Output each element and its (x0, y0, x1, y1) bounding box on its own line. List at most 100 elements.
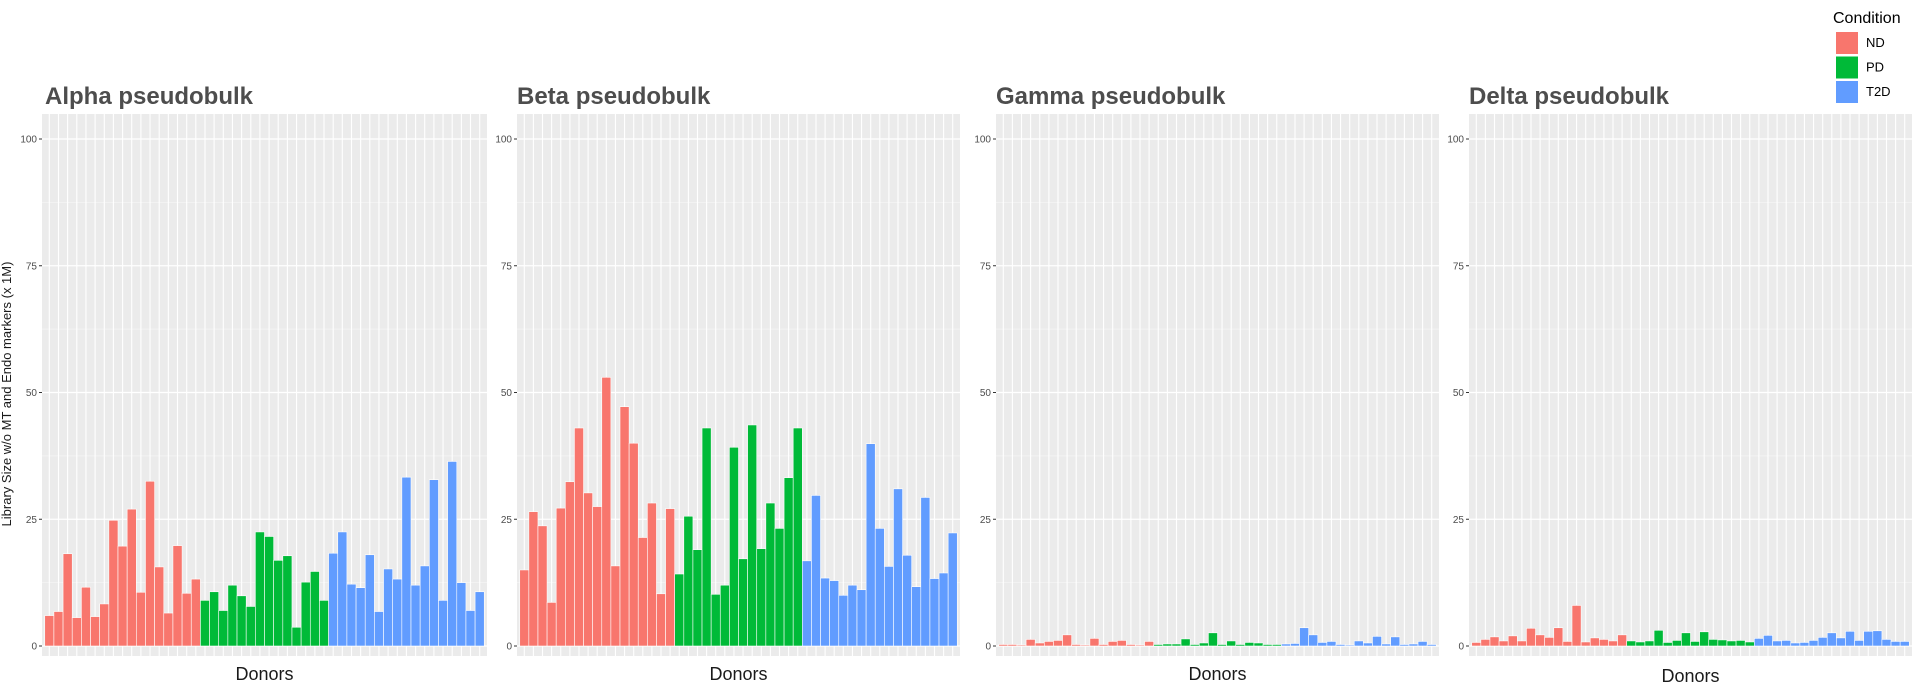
legend-items: ND PD T2D (1836, 32, 1891, 103)
bar-t2d (392, 578, 403, 647)
bar-t2d (802, 560, 812, 647)
bar-nd (1617, 634, 1627, 647)
bar-nd (154, 566, 165, 647)
y-tick-label: 25 (1453, 515, 1465, 526)
bar-t2d (893, 488, 903, 647)
bar-nd (1144, 641, 1154, 647)
bar-pd (255, 531, 265, 647)
bar-pd (1189, 644, 1200, 647)
bar-t2d (383, 568, 393, 647)
bar-t2d (1881, 639, 1892, 647)
y-tick-label: 25 (501, 515, 513, 526)
bar-pd (783, 477, 794, 647)
bar-pd (1744, 641, 1755, 647)
bar-pd (1235, 644, 1246, 647)
bar-pd (282, 555, 293, 647)
x-axis-label: Donors (709, 664, 767, 684)
bar-nd (1589, 637, 1600, 647)
bar-t2d (1363, 642, 1373, 647)
bar-t2d (902, 554, 912, 647)
bar-t2d (1281, 643, 1291, 647)
bar-t2d (1754, 638, 1764, 647)
bar-nd (537, 525, 548, 647)
y-tick-label: 100 (1447, 135, 1464, 146)
bar-pd (245, 606, 256, 647)
x-axis-label: Donors (1188, 664, 1246, 684)
bar-t2d (874, 528, 885, 647)
bar-pd (1253, 642, 1264, 647)
bar-t2d (1426, 644, 1437, 647)
bar-pd (1690, 641, 1700, 647)
bar-t2d (1308, 634, 1319, 647)
bar-t2d (355, 587, 366, 647)
bar-nd (1599, 639, 1609, 647)
y-tick-label: 100 (495, 135, 512, 146)
legend-swatch (1836, 32, 1858, 54)
bar-pd (1671, 640, 1682, 647)
bar-nd (190, 578, 201, 647)
bar-pd (1198, 642, 1209, 647)
bar-t2d (1872, 630, 1883, 647)
bar-t2d (1890, 641, 1901, 647)
bar-nd (1071, 644, 1082, 647)
bar-nd (1526, 627, 1536, 647)
bar-pd (264, 536, 274, 647)
bar-t2d (474, 591, 485, 647)
bar-pd (273, 560, 284, 647)
bar-nd (998, 644, 1009, 647)
bar-nd (1053, 640, 1063, 647)
bar-pd (1271, 644, 1282, 647)
bar-t2d (1799, 642, 1810, 647)
bar-t2d (346, 583, 357, 647)
y-tick-label: 50 (1453, 388, 1465, 399)
bar-t2d (1372, 636, 1382, 647)
bar-t2d (1417, 641, 1428, 647)
bar-t2d (1290, 643, 1300, 647)
bar-nd (1498, 640, 1509, 647)
bar-pd (738, 558, 748, 647)
bar-nd (108, 519, 119, 647)
bar-t2d (1299, 627, 1309, 647)
bar-pd (291, 626, 302, 647)
bar-pd (674, 573, 685, 647)
plot-background (1469, 114, 1912, 656)
bar-nd (53, 611, 64, 647)
bar-pd (1262, 644, 1273, 647)
legend-swatch (1836, 81, 1858, 103)
legend-label: PD (1866, 60, 1884, 75)
bar-pd (1735, 640, 1746, 647)
bar-nd (555, 507, 566, 647)
y-tick-label: 50 (980, 388, 992, 399)
bar-pd (1208, 632, 1218, 647)
bar-pd (710, 593, 721, 647)
bar-t2d (1408, 643, 1419, 647)
bar-t2d (1381, 643, 1391, 647)
bar-pd (200, 600, 210, 647)
y-tick-label: 0 (1458, 642, 1464, 653)
bar-t2d (829, 580, 840, 647)
bar-nd (647, 502, 657, 647)
bar-t2d (947, 532, 958, 647)
bar-t2d (820, 577, 830, 647)
y-tick-label: 50 (501, 388, 513, 399)
bar-pd (218, 610, 229, 647)
legend-item-pd: PD (1836, 56, 1884, 79)
bar-pd (227, 584, 238, 647)
bar-nd (656, 593, 666, 647)
y-tick-label: 0 (31, 642, 37, 653)
bar-t2d (811, 495, 821, 647)
legend-swatch (1836, 56, 1858, 79)
bar-t2d (1899, 641, 1910, 647)
y-tick-label: 75 (980, 261, 992, 272)
bar-t2d (929, 578, 940, 647)
bar-t2d (1790, 642, 1801, 647)
y-tick-label: 0 (506, 642, 512, 653)
bar-pd (701, 427, 712, 647)
bar-pd (1726, 640, 1737, 647)
bar-pd (1699, 631, 1710, 647)
bar-pd (319, 600, 329, 647)
y-tick-label: 100 (974, 135, 991, 146)
bar-t2d (1826, 632, 1837, 647)
bar-pd (1162, 643, 1173, 647)
